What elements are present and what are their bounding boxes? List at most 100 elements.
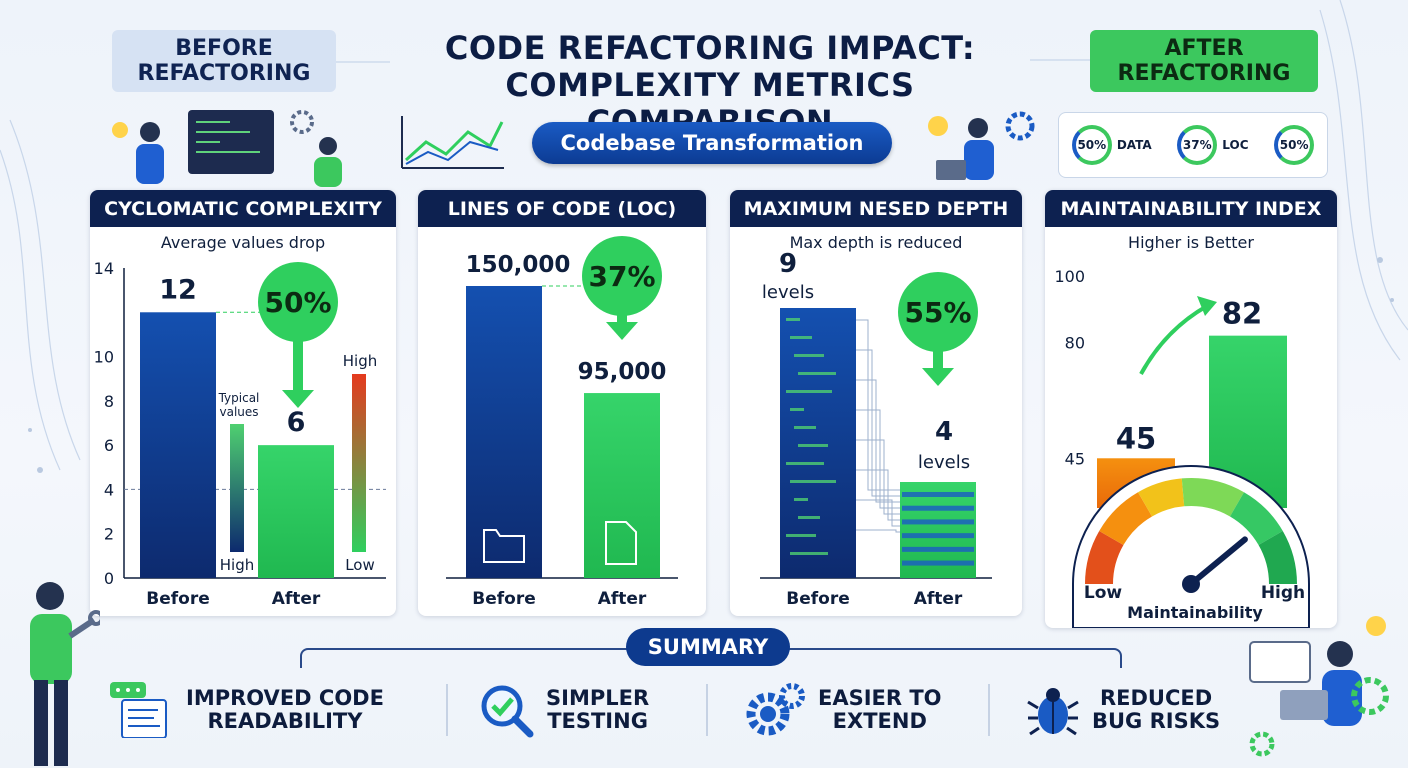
legend-scale-end-label: High [220, 556, 254, 574]
summary-line-1: EASIER TO [818, 685, 942, 710]
developer-laptop-illustration [1249, 616, 1389, 757]
summary-text: IMPROVED CODE READABILITY [186, 686, 384, 733]
nesting-connector [856, 529, 900, 533]
nesting-stripe [902, 533, 974, 539]
summary-item-readability: IMPROVED CODE READABILITY [104, 682, 384, 738]
nesting-stripe [790, 552, 828, 555]
gauge-segment [1230, 492, 1283, 545]
y-tick-label: 8 [104, 392, 114, 411]
side-scale-top-label: High [343, 352, 377, 370]
loc-chart: 150,000 Before 95,000 After 37% [446, 236, 678, 609]
stat-value: 37% [1182, 138, 1212, 152]
summary-divider [706, 684, 708, 736]
before-tag-label: BEFORE REFACTORING [137, 35, 311, 86]
change-bubble [582, 236, 662, 316]
gauge-segment [1258, 531, 1297, 584]
panel-title: LINES OF CODE (LOC) [418, 190, 706, 227]
legend-caption-2: values [219, 405, 258, 419]
nesting-connector [856, 499, 900, 527]
trend-arrow [1139, 304, 1208, 375]
x-tick-label: After [272, 589, 321, 609]
stat-value: 50% [1279, 138, 1309, 152]
nesting-stripe [902, 492, 974, 497]
y-tick-label: 4 [104, 480, 114, 499]
bar-value-label: 95,000 [578, 359, 667, 385]
nesting-stripe [790, 336, 812, 339]
stat-item: 50% [1274, 125, 1315, 165]
nested-depth-panel: MAXIMUM NESED DEPTH Max depth is reduced… [730, 190, 1022, 616]
page-title: CODE REFACTORING IMPACT: COMPLEXITY METR… [390, 30, 1030, 140]
nesting-stripe [902, 546, 974, 552]
nesting-stripe [794, 354, 824, 357]
trend-arrow-head [1197, 296, 1217, 316]
gauge-high-label: High [1261, 583, 1305, 603]
gauge-needle [1188, 536, 1248, 587]
bar-before [466, 286, 542, 578]
progress-ring-icon: 50% [1274, 125, 1315, 165]
nesting-connector [856, 439, 900, 515]
developer-wrench-illustration [30, 582, 100, 766]
title-line-1: CODE REFACTORING IMPACT: [444, 29, 976, 67]
change-arrow-head [606, 322, 638, 340]
change-percent-label: 37% [588, 260, 655, 293]
bar-unit-label: levels [918, 452, 970, 473]
summary-line-2: EXTEND [832, 709, 927, 733]
after-tag-label: AFTER REFACTORING [1117, 35, 1291, 86]
change-bubble [898, 272, 978, 352]
document-icon [605, 521, 637, 565]
change-arrow-head [922, 368, 954, 386]
after-refactoring-tag: AFTER REFACTORING [1090, 30, 1318, 92]
progress-ring-icon: 37% [1177, 125, 1218, 165]
bar-value-label: 45 [1116, 421, 1156, 455]
document-list-icon [110, 682, 167, 738]
stat-label: LOC [1222, 138, 1249, 152]
summary-pill: SUMMARY [626, 628, 790, 666]
gauge-segment [1085, 531, 1124, 584]
change-percent-label: 55% [904, 296, 971, 329]
y-tick-label: 14 [94, 259, 114, 278]
bar-before [140, 312, 216, 578]
nesting-stripe [786, 534, 816, 537]
nesting-stripe [786, 318, 800, 321]
panel-title: MAXIMUM NESED DEPTH [730, 190, 1022, 227]
bar-value-label: 4 [935, 417, 953, 447]
maintainability-panel: MAINTAINABILITY INDEX Higher is Better 1… [1045, 190, 1337, 628]
trend-chart-icon [401, 116, 504, 169]
bar-value-label: 9 [779, 249, 797, 279]
change-bubble [258, 262, 338, 342]
nesting-stripe [786, 462, 824, 465]
gauge-segment [1181, 477, 1244, 517]
panel-subtitle: Max depth is reduced [789, 233, 963, 252]
summary-text: REDUCED BUG RISKS [1092, 686, 1221, 733]
nesting-stripe [790, 408, 804, 411]
cyclomatic-complexity-panel: CYCLOMATIC COMPLEXITY Average values dro… [90, 190, 396, 616]
nesting-stripe [794, 426, 816, 429]
nesting-stripe [790, 480, 836, 483]
gears-icon [746, 683, 805, 736]
bug-icon [1027, 688, 1079, 736]
summary-text: SIMPLER TESTING [546, 686, 649, 733]
nesting-connector [856, 379, 900, 503]
y-tick-label: 2 [104, 525, 114, 544]
nesting-stripe [902, 560, 974, 566]
developers-illustration-left [112, 110, 342, 187]
before-refactoring-tag: BEFORE REFACTORING [112, 30, 336, 92]
stats-summary: 50% DATA 37% LOC 50% [1058, 112, 1328, 178]
summary-line-2: TESTING [547, 709, 648, 733]
panel-title: CYCLOMATIC COMPLEXITY [90, 190, 396, 227]
summary-text: EASIER TO EXTEND [818, 685, 942, 733]
nesting-stripe [902, 519, 974, 525]
gauge-hub [1182, 575, 1200, 593]
summary-line-2: BUG RISKS [1092, 709, 1221, 733]
x-tick-label: Before [472, 589, 535, 609]
summary-item-testing: SIMPLER TESTING [478, 682, 649, 738]
bar-after [258, 445, 334, 578]
gauge-segment [1138, 478, 1185, 517]
y-tick-label: 10 [94, 348, 114, 367]
x-tick-label: After [914, 589, 963, 609]
bar-after [584, 393, 660, 578]
codebase-transformation-pill: Codebase Transformation [532, 122, 892, 164]
progress-ring-icon: 50% [1071, 125, 1112, 165]
folder-icon [483, 529, 525, 563]
